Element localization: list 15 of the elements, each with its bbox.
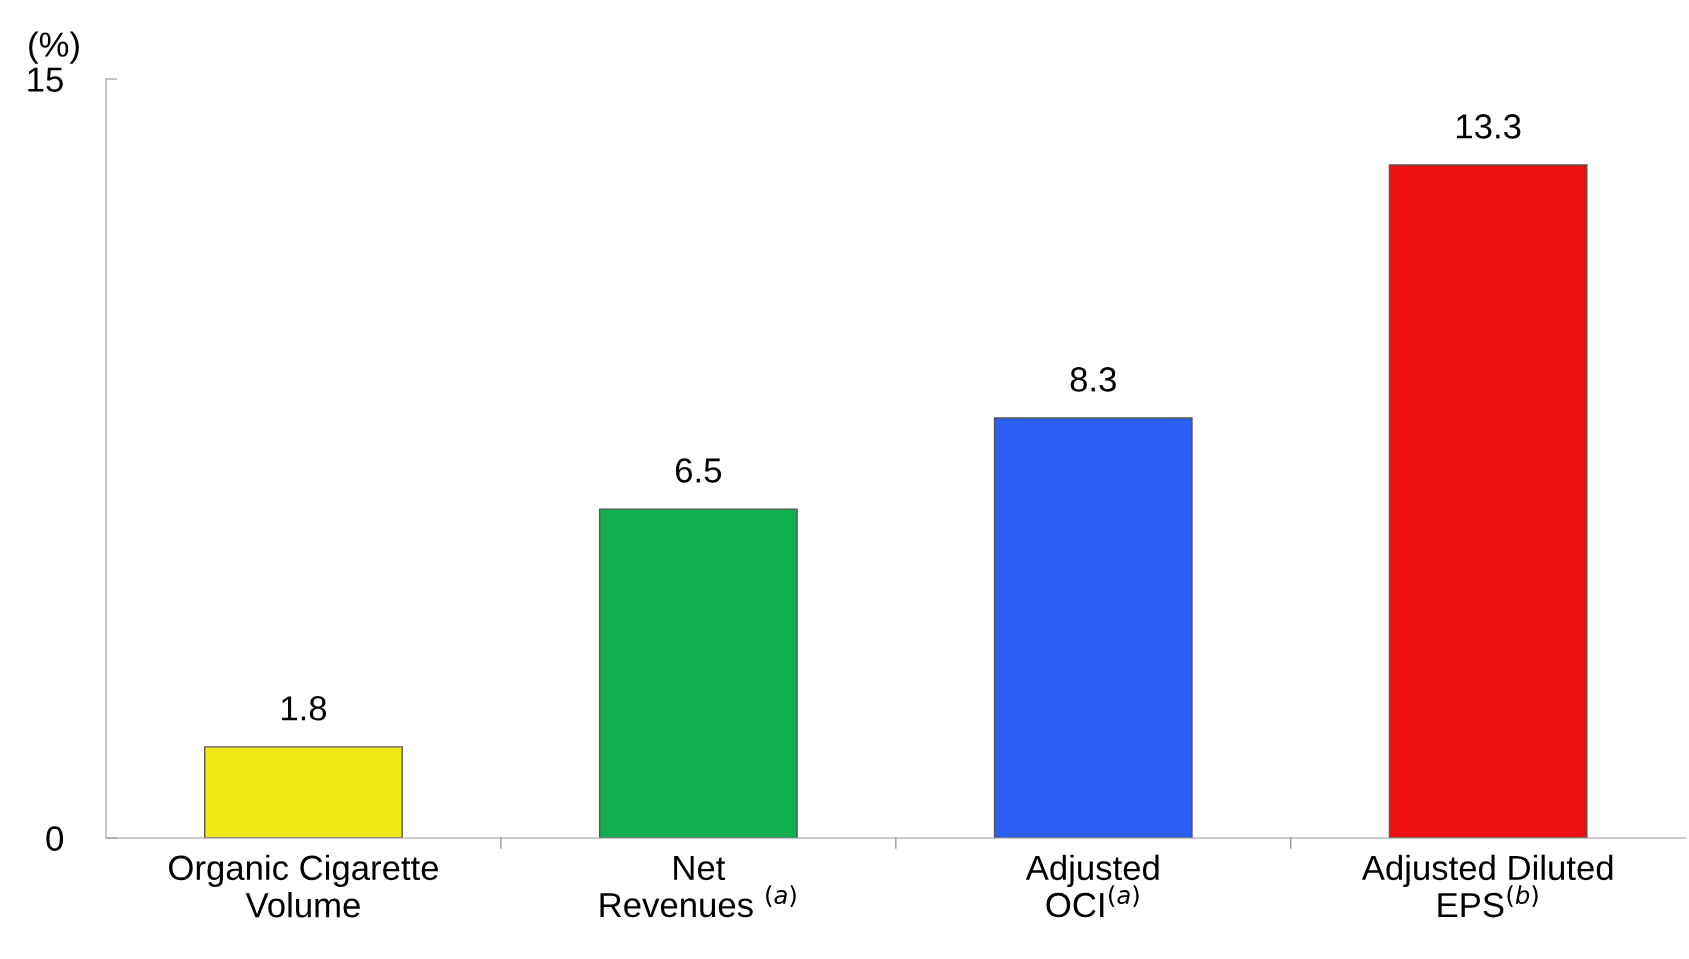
bar	[1388, 164, 1588, 838]
data-label: 8.3	[1070, 367, 1116, 392]
x-tick-label: Adjusted OCI$^{(a)}$	[1025, 854, 1159, 918]
bar	[204, 746, 403, 838]
x-tick-label: Adjusted Diluted EPS$^{(b)}$	[1361, 854, 1613, 918]
data-label: 1.8	[281, 696, 327, 721]
data-label: 13.3	[1457, 114, 1521, 139]
x-tick-label: Organic Cigarette Volume	[169, 854, 438, 918]
y-tick-label: 15	[28, 67, 63, 92]
x-tick-label: Net Revenues $^{(a)}$	[600, 855, 796, 918]
y-axis-title: (%)	[29, 31, 79, 64]
bar	[993, 417, 1193, 838]
y-tick-label: 0	[46, 826, 63, 851]
bar	[598, 508, 798, 838]
data-label: 6.5	[675, 458, 722, 483]
